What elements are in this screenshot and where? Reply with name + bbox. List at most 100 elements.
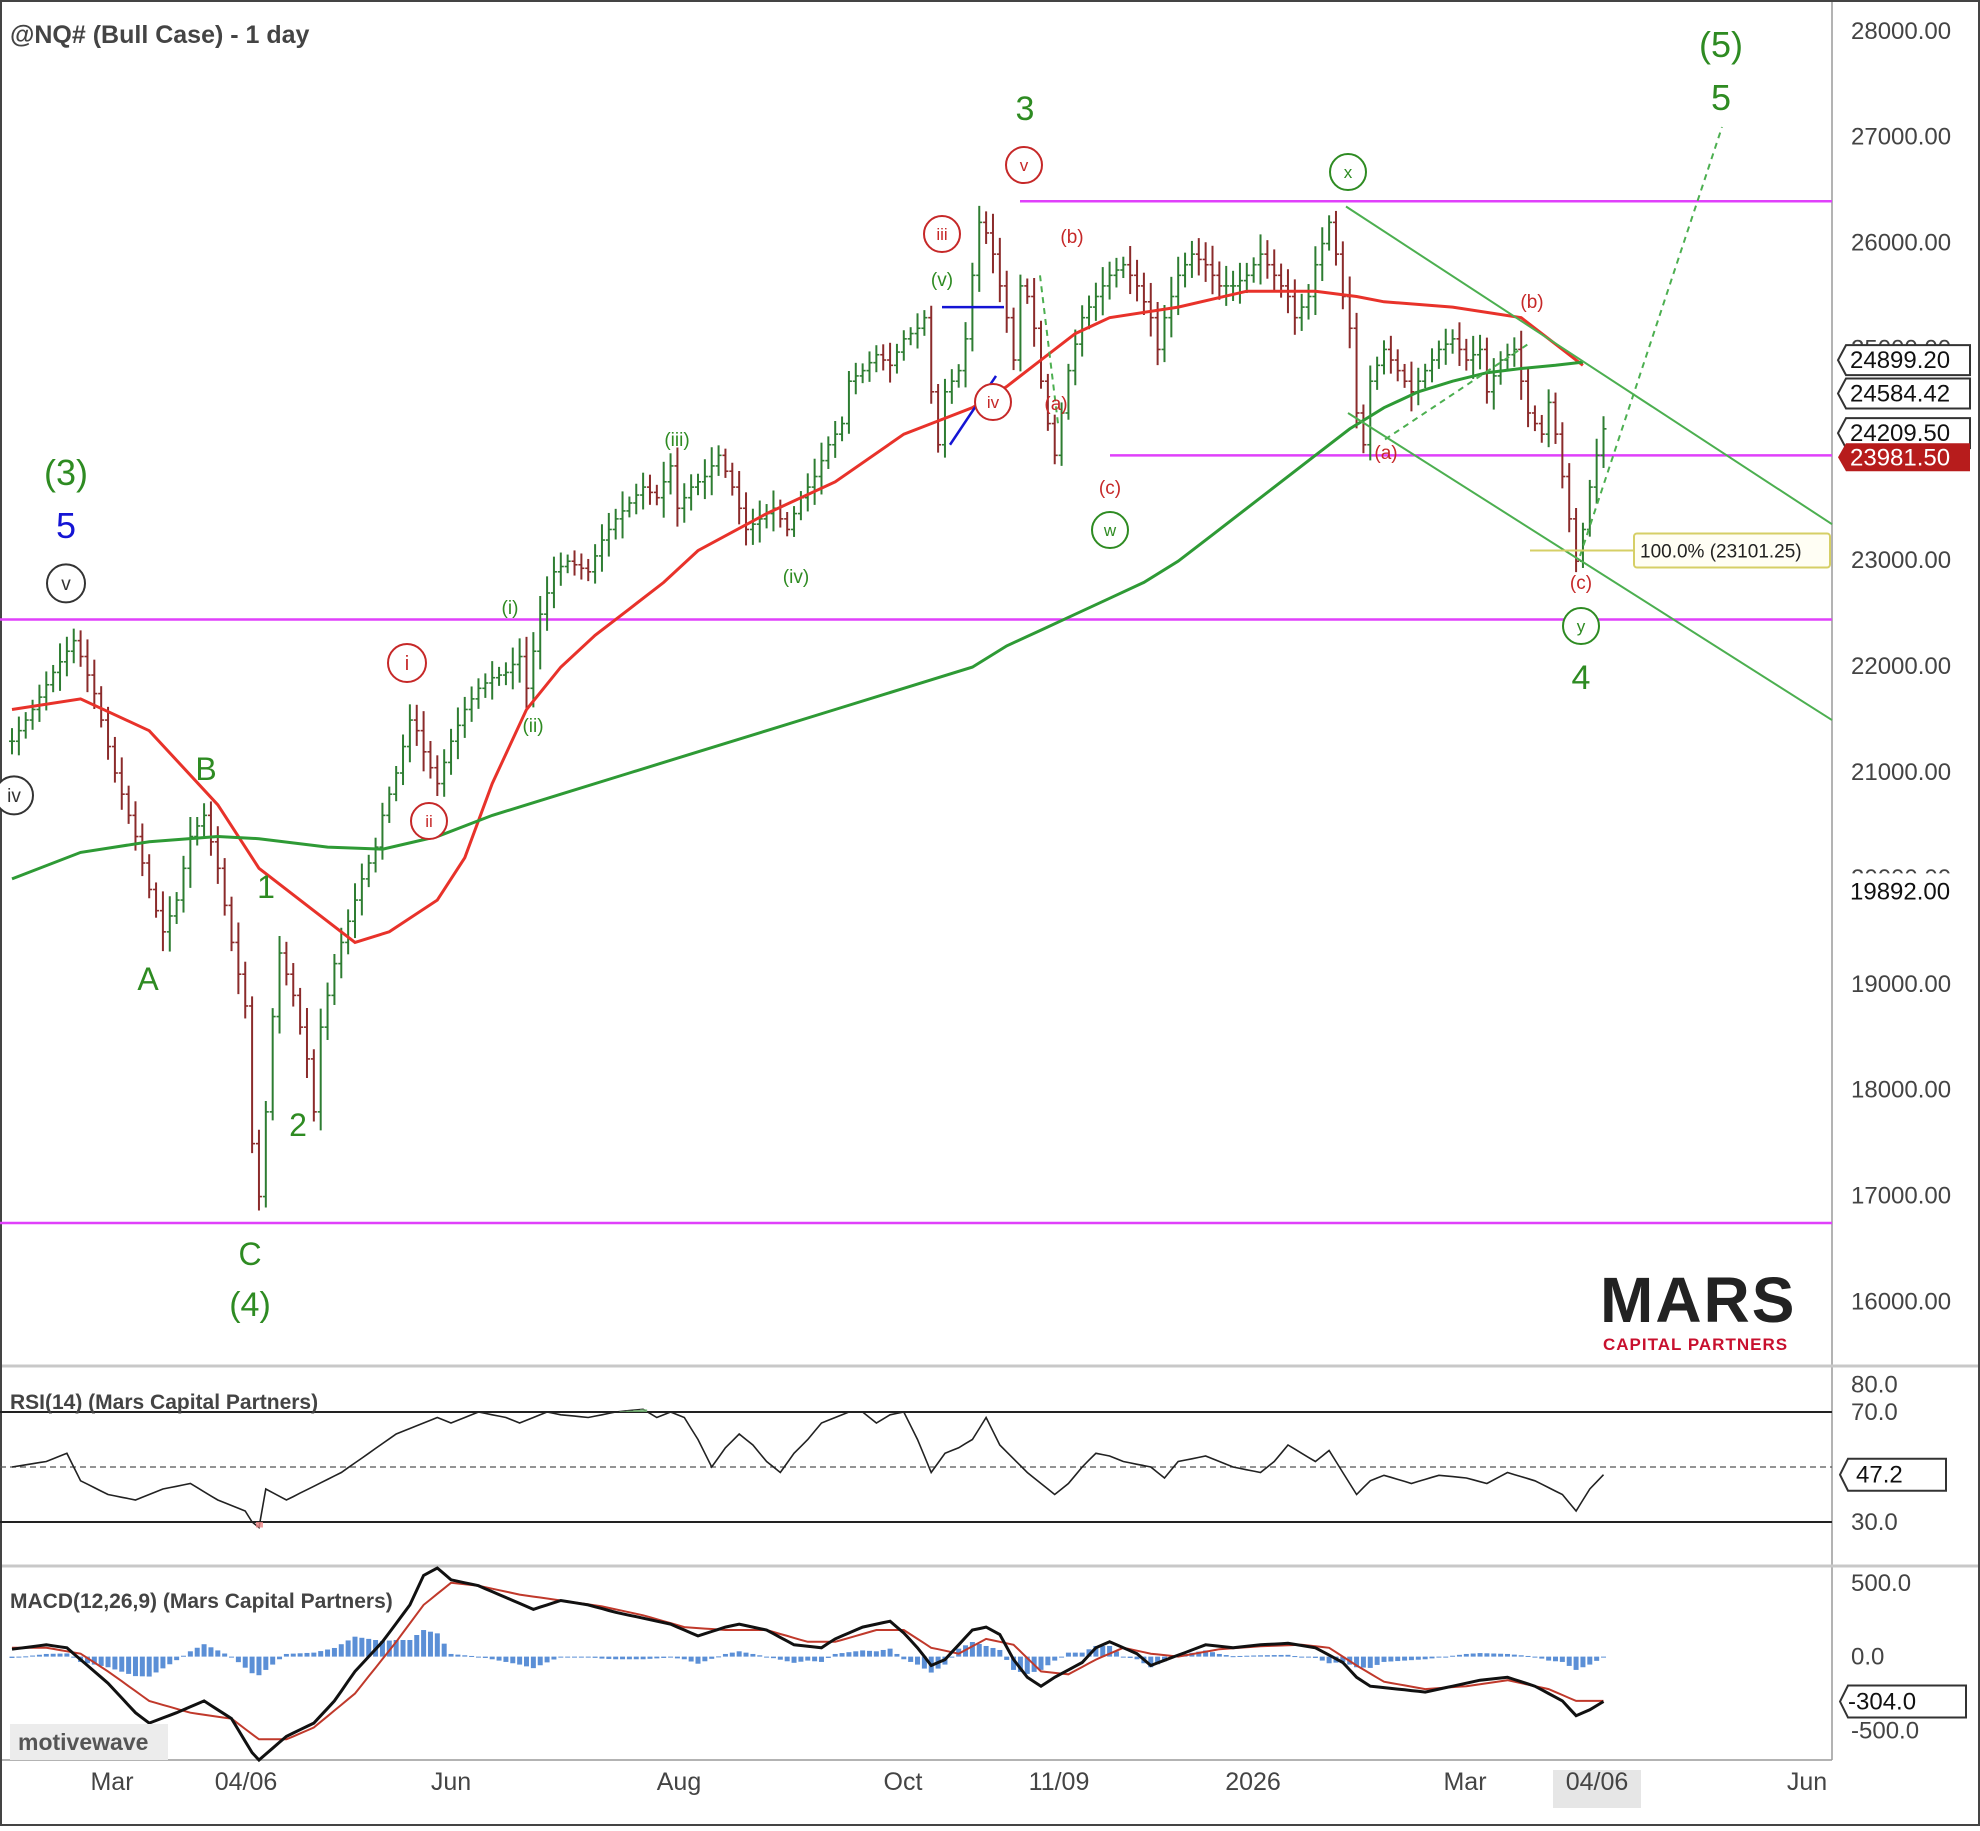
macd-histogram-bar [30, 1655, 36, 1657]
macd-histogram-bar [153, 1656, 159, 1673]
macd-histogram-bar [50, 1653, 56, 1657]
macd-histogram-bar [455, 1654, 461, 1657]
macd-histogram-bar [661, 1656, 667, 1658]
macd-histogram-bar [722, 1653, 728, 1657]
watermark-label: motivewave [18, 1729, 148, 1755]
rsi-tick-label: 30.0 [1851, 1509, 1898, 1536]
macd-histogram-bar [187, 1651, 193, 1657]
macd-histogram-bar [1573, 1656, 1579, 1670]
rsi-overbought-fill [640, 1409, 648, 1412]
wave-label: iii [936, 225, 947, 244]
macd-histogram-bar [23, 1656, 29, 1658]
macd-histogram-bar [222, 1653, 228, 1657]
macd-histogram-bar [1052, 1656, 1058, 1661]
macd-histogram-bar [1518, 1655, 1524, 1657]
macd-histogram-bar [736, 1651, 742, 1657]
macd-histogram-bar [908, 1656, 914, 1662]
price-tag-label: 19892.00 [1850, 878, 1950, 905]
macd-histogram-bar [1113, 1651, 1119, 1657]
price-tag-filled [1838, 443, 1970, 472]
wave-label-circle [410, 802, 448, 841]
macd-histogram-bar [36, 1654, 42, 1657]
x-tick-label: Mar [1443, 1768, 1486, 1796]
macd-histogram-bar [43, 1653, 49, 1657]
wave-label: 5 [1711, 77, 1731, 118]
macd-histogram-bar [1196, 1651, 1202, 1657]
price-tick-label: 17000.00 [1851, 1183, 1951, 1210]
macd-histogram-bar [757, 1655, 763, 1657]
macd-histogram-bar [1456, 1654, 1462, 1657]
macd-histogram-bar [105, 1656, 111, 1668]
wave-label: (iii) [664, 430, 689, 451]
macd-histogram-bar [1360, 1656, 1366, 1668]
macd-histogram-bar [318, 1651, 324, 1657]
price-tag-outline [1836, 377, 1971, 410]
macd-histogram-bar [98, 1656, 104, 1666]
macd-histogram-bar [1601, 1656, 1607, 1658]
macd-histogram-bar [585, 1656, 591, 1658]
brand-logo: MARS [1600, 1264, 1796, 1336]
wave-label: (3) [44, 452, 88, 493]
macd-histogram-bar [1127, 1656, 1133, 1658]
fib-label-box [1633, 532, 1831, 569]
macd-histogram-bar [1498, 1653, 1504, 1657]
macd-histogram-bar [1511, 1654, 1517, 1657]
macd-histogram-bar [1436, 1656, 1442, 1658]
macd-histogram-bar [764, 1656, 770, 1658]
macd-histogram-bar [469, 1655, 475, 1657]
macd-tick-label: 500.0 [1851, 1570, 1911, 1597]
macd-histogram-bar [626, 1656, 632, 1660]
wave-label: (4) [229, 1286, 271, 1324]
price-tick-label: 16000.00 [1851, 1288, 1951, 1315]
macd-histogram-bar [414, 1635, 420, 1657]
rsi-oversold-fill [255, 1522, 263, 1528]
macd-histogram-bar [1203, 1650, 1209, 1657]
macd-histogram-bar [64, 1653, 70, 1657]
macd-histogram-bar [256, 1656, 262, 1676]
wave-label: (a) [1044, 394, 1067, 415]
macd-histogram-bar [668, 1656, 674, 1658]
macd-histogram-bar [832, 1653, 838, 1657]
macd-histogram-bar [304, 1652, 310, 1657]
wave-label: 4 [1572, 659, 1591, 697]
macd-histogram-bar [901, 1656, 907, 1660]
macd-histogram-bar [16, 1656, 22, 1658]
macd-histogram-bar [194, 1647, 200, 1657]
macd-histogram-bar [91, 1656, 97, 1665]
macd-histogram-bar [647, 1656, 653, 1659]
macd-histogram-bar [846, 1652, 852, 1657]
wave-label-circle [1329, 153, 1367, 192]
wave-label: v [61, 574, 71, 595]
macd-histogram-bar [119, 1656, 125, 1672]
macd-histogram-bar [983, 1645, 989, 1657]
wave-label: (i) [502, 598, 519, 619]
watermark-box [10, 1724, 168, 1760]
macd-histogram-bar [716, 1656, 722, 1658]
macd-current-label: -304.0 [1848, 1689, 1916, 1716]
macd-tick-label: -500.0 [1851, 1717, 1919, 1744]
macd-histogram-bar [475, 1656, 481, 1658]
wave-label: (v) [931, 270, 953, 291]
macd-histogram-bar [750, 1653, 756, 1657]
wave-label: iv [987, 393, 1000, 412]
macd-histogram-bar [1504, 1653, 1510, 1657]
macd-histogram-bar [1381, 1656, 1387, 1662]
macd-histogram-bar [949, 1656, 955, 1658]
macd-histogram-bar [825, 1656, 831, 1658]
wave-label: 3 [1016, 90, 1035, 128]
macd-histogram-bar [71, 1656, 77, 1658]
macd-histogram-bar [1402, 1656, 1408, 1661]
macd-histogram-bar [1594, 1656, 1600, 1661]
macd-histogram-bar [1566, 1656, 1572, 1666]
macd-histogram-bar [229, 1656, 235, 1658]
macd-histogram-bar [976, 1643, 982, 1657]
macd-histogram-bar [1422, 1656, 1428, 1660]
macd-histogram-bar [681, 1656, 687, 1660]
macd-histogram-bar [1264, 1655, 1270, 1657]
macd-histogram-bar [1559, 1656, 1565, 1662]
macd-histogram-bar [126, 1656, 132, 1674]
macd-histogram-bar [1216, 1653, 1222, 1657]
macd-histogram-bar [215, 1650, 221, 1657]
macd-histogram-bar [208, 1647, 214, 1657]
